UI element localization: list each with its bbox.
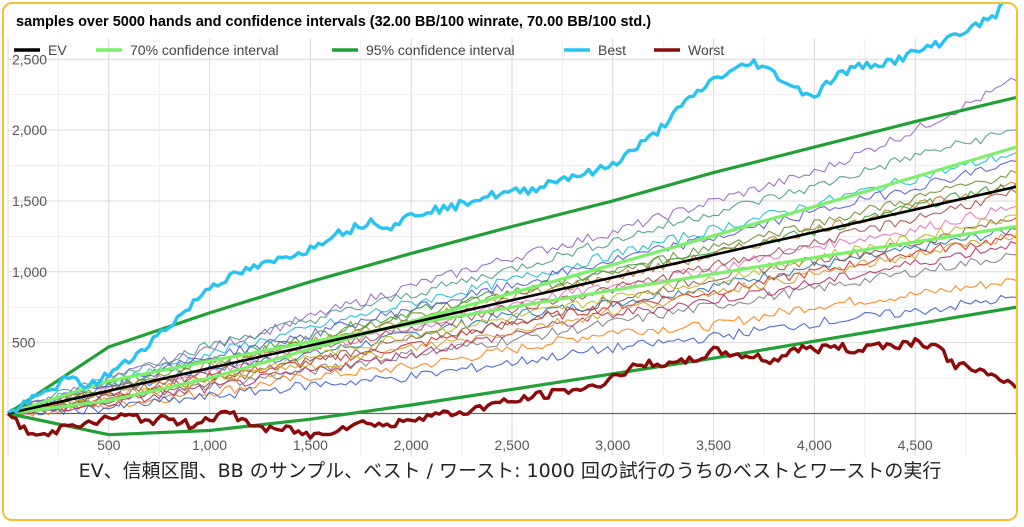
sample-run-line [7,217,1016,416]
sample-run-line [7,294,1016,416]
ci-line [7,95,1016,415]
legend-item: EV [14,42,67,58]
ci-line [7,224,1016,416]
best-line [6,4,1005,415]
sample-run-line [7,188,1016,415]
chart-card: 500 1,000 1,500 2,000 2,500 3,000 3,500 4,000 4,… [2,2,1018,521]
y-tick-label: 2,500 [12,51,47,67]
sample-run-line [7,152,1016,416]
sample-run-line [7,129,1016,417]
sample-run-line [7,206,1016,417]
figure-caption: EV、信頼区間、BB のサンプル、ベスト / ワースト: 1000 回の試行のう… [78,460,942,482]
y-tick-label: 1,000 [12,264,47,280]
x-tick-label: 1,000 [192,437,227,453]
sample-run-line [7,253,1016,415]
ci-line [7,145,1016,416]
confidence-intervals [7,95,1016,437]
legend: EV 70% confidence interval 95% confidence … [14,42,724,58]
y-tick-label: 500 [12,335,36,351]
legend-label: Best [598,42,626,58]
y-tick-label: 1,500 [12,193,47,209]
tick-labels: 500 1,000 1,500 2,000 2,500 3,000 3,500 4,000 4,… [12,51,933,453]
legend-item: 70% confidence interval [96,42,279,58]
y-tick-label: 2,000 [12,122,47,138]
main-series [6,4,1016,440]
sample-run-line [7,278,1016,417]
x-tick-label: 500 [97,437,121,453]
grid [7,38,1016,456]
legend-label: 95% confidence interval [366,42,515,58]
legend-label: Worst [688,42,724,58]
sample-run-line [7,77,1016,415]
ci-line [7,305,1016,437]
x-tick-label: 2,500 [494,437,529,453]
x-tick-label: 1,500 [293,437,328,453]
legend-label: 70% confidence interval [130,42,279,58]
x-tick-label: 4,500 [898,437,933,453]
x-tick-label: 3,500 [696,437,731,453]
legend-item: Worst [654,42,724,58]
ev-line [7,185,1016,415]
line-chart: 500 1,000 1,500 2,000 2,500 3,000 3,500 4,000 4,… [6,4,1016,456]
worst-line [6,337,1016,440]
x-tick-label: 2,000 [394,437,429,453]
chart-title: samples over 5000 hands and confidence i… [16,14,651,30]
sample-runs [7,77,1016,417]
x-tick-label: 4,000 [797,437,832,453]
legend-item: 95% confidence interval [332,42,515,58]
legend-item: Best [564,42,626,58]
x-tick-label: 3,000 [595,437,630,453]
legend-label: EV [48,42,67,58]
